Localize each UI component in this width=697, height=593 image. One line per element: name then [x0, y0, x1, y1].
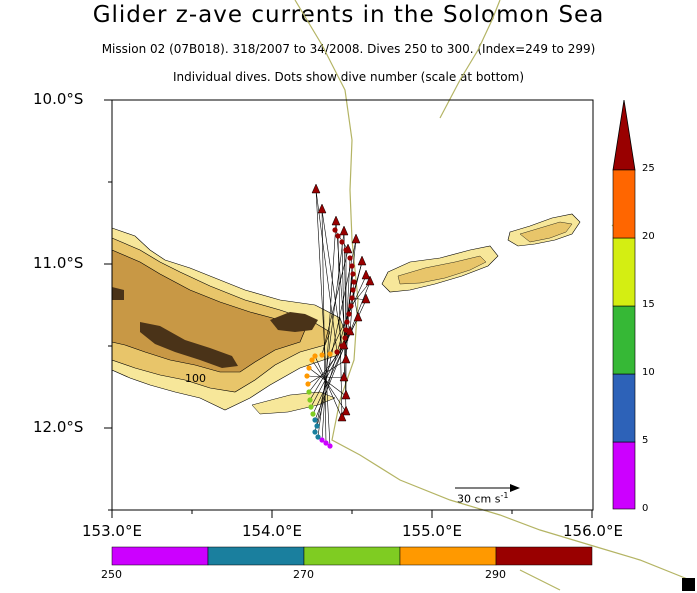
dive-dot — [335, 233, 341, 239]
vector-arrowhead — [357, 255, 367, 266]
dive-dot — [309, 357, 315, 363]
scale-label: 30 cm s-1 — [457, 491, 509, 506]
lat-label-11s: 11.0°S — [33, 254, 84, 272]
vector-arrowhead — [339, 225, 349, 236]
dive-dot — [306, 365, 312, 371]
subtitle-2: Individual dives. Dots show dive number … — [172, 70, 525, 84]
dive-dot — [308, 404, 314, 410]
lon-label-153e: 153.0°E — [82, 522, 142, 540]
scale-arrow — [455, 484, 520, 492]
dive-dot — [349, 295, 355, 301]
dive-dot — [339, 343, 345, 349]
dive-tick-270: 270 — [293, 568, 314, 581]
dive-dot — [312, 429, 318, 435]
subtitle: Mission 02 (07B018). 318/2007 to 34/2008… — [101, 42, 596, 56]
speed-colorbar — [612, 99, 636, 510]
vector-arrowhead — [337, 411, 347, 422]
dive-dot — [315, 434, 321, 440]
dive-track — [304, 227, 357, 449]
dive-dot — [350, 287, 356, 293]
dive-dot — [314, 423, 320, 429]
speed-tick-20: 20 — [642, 231, 655, 242]
vector-arrowhead — [341, 353, 351, 364]
dive-colorbar — [111, 546, 593, 566]
lon-ticks — [111, 510, 593, 518]
dive-dot — [348, 303, 354, 309]
land-masses — [112, 287, 318, 368]
speed-tick-0: 0 — [642, 503, 649, 514]
vector-arrowhead — [361, 269, 371, 280]
dive-dot — [344, 319, 350, 325]
contour-label: 100 — [185, 372, 206, 385]
speed-tick-5: 5 — [642, 435, 649, 446]
vector-arrowhead — [353, 311, 363, 322]
vector-arrowhead — [339, 371, 349, 382]
vector-arrowhead — [351, 233, 361, 244]
dive-tick-250: 250 — [101, 568, 122, 581]
vector-arrowhead — [341, 405, 351, 416]
dive-dot — [319, 437, 325, 443]
corner-marker — [682, 578, 695, 591]
dive-dot — [350, 271, 356, 277]
lat-label-12s: 12.0°S — [33, 418, 84, 436]
dive-dot — [305, 381, 311, 387]
page-title: Glider z-ave currents in the Solomon Sea — [92, 2, 605, 28]
vector-arrowhead — [311, 183, 321, 194]
dive-dot — [307, 397, 313, 403]
lat-ticks — [104, 99, 112, 511]
dive-dot — [327, 351, 333, 357]
dive-dot — [323, 440, 329, 446]
dive-dot — [349, 263, 355, 269]
lon-label-154e: 154.0°E — [242, 522, 302, 540]
dive-dot — [306, 389, 312, 395]
dive-dot — [319, 352, 325, 358]
speed-tick-15: 15 — [642, 299, 655, 310]
dive-dot — [332, 227, 338, 233]
dive-tick-290: 290 — [485, 568, 506, 581]
dive-dot — [304, 373, 310, 379]
dive-dot — [312, 417, 318, 423]
vector-arrowhead — [331, 215, 341, 226]
dive-dot — [312, 353, 318, 359]
lon-label-155e: 155.0°E — [402, 522, 462, 540]
dive-dot — [343, 327, 349, 333]
arrowheads — [311, 183, 375, 422]
vector-arrowhead — [365, 275, 375, 286]
dive-dot — [346, 311, 352, 317]
lon-label-156e: 156.0°E — [563, 522, 623, 540]
dive-dot — [351, 279, 357, 285]
vector-arrowhead — [317, 203, 327, 214]
vector-arrowhead — [341, 389, 351, 400]
speed-tick-10: 10 — [642, 367, 655, 378]
lat-label-10s: 10.0°S — [33, 90, 84, 108]
dive-dot — [327, 443, 333, 449]
dive-dot — [339, 239, 345, 245]
vector-arrowhead — [361, 293, 371, 304]
dive-dot — [347, 255, 353, 261]
speed-tick-25: 25 — [642, 163, 655, 174]
dive-dot — [310, 411, 316, 417]
dive-dot — [343, 247, 349, 253]
dive-dot — [334, 349, 340, 355]
dive-dot — [342, 335, 348, 341]
colorbar-top-arrow — [612, 99, 636, 171]
